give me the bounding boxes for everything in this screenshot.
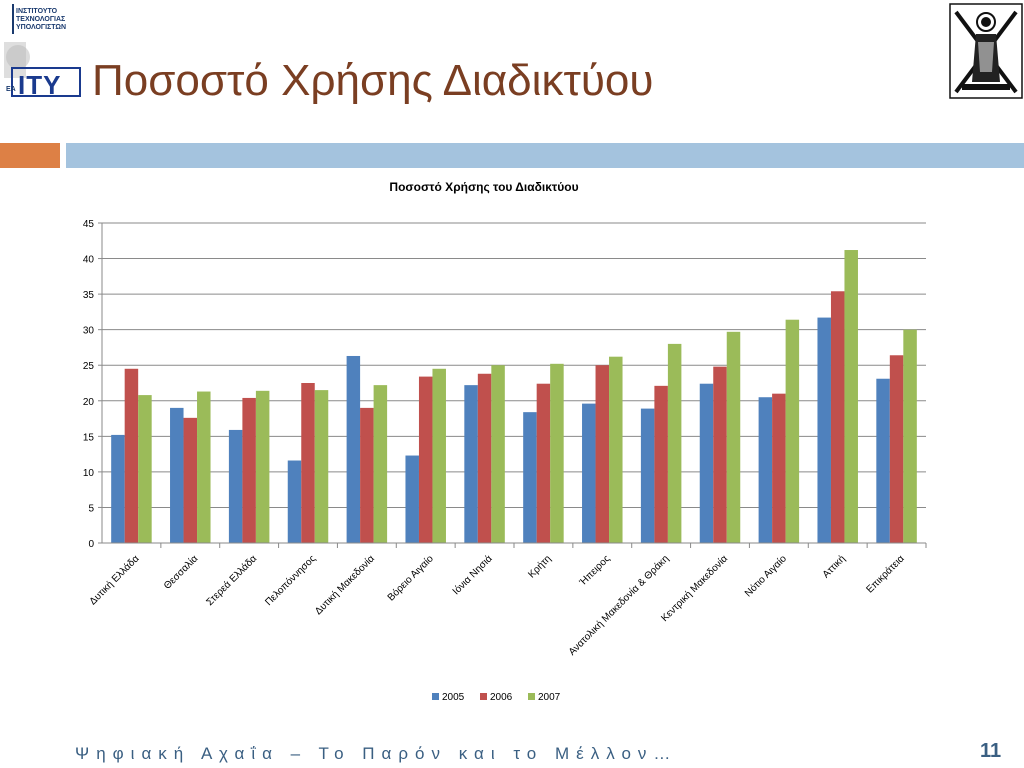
- logo-prefix: ΕΑ: [6, 86, 16, 93]
- bar-2007-2: [255, 390, 270, 543]
- bar-2006-9: [654, 385, 668, 543]
- chart-title: Ποσοστό Χρήσης του Διαδικτύου: [389, 180, 578, 194]
- bar-2006-3: [301, 383, 315, 543]
- bar-2005-1: [170, 407, 184, 543]
- slide-title: Ποσοστό Χρήσης Διαδικτύου: [92, 56, 654, 105]
- legend-swatch-2005: [432, 693, 439, 700]
- bar-2005-11: [758, 397, 773, 543]
- legend-swatch-2006: [480, 693, 487, 700]
- legend-label-2005: 2005: [442, 692, 465, 703]
- y-tick-label: 45: [83, 219, 95, 230]
- bar-2005-12: [817, 317, 831, 543]
- bar-2006-2: [242, 397, 256, 543]
- bar-2006-6: [477, 373, 492, 543]
- bar-2006-1: [183, 417, 198, 543]
- bar-2006-13: [889, 355, 904, 543]
- bar-2005-8: [582, 403, 596, 543]
- bar-2006-10: [713, 366, 727, 543]
- bar-2007-3: [314, 390, 329, 543]
- y-tick-label: 30: [83, 326, 95, 337]
- bar-2005-5: [405, 455, 419, 543]
- y-tick-label: 35: [83, 290, 95, 301]
- y-tick-label: 0: [88, 539, 94, 550]
- bar-2007-6: [491, 365, 505, 543]
- bar-2007-7: [550, 363, 564, 543]
- bar-2005-6: [464, 385, 478, 543]
- x-tick-label: Ήπειρος: [577, 553, 613, 589]
- bar-2005-3: [287, 460, 302, 543]
- x-tick-label: Στερεά Ελλάδα: [204, 552, 260, 608]
- x-tick-label: Κεντρική Μακεδονία: [659, 552, 731, 624]
- bar-2007-12: [844, 250, 858, 543]
- y-tick-label: 5: [88, 503, 94, 514]
- saint-seal-icon: [949, 3, 1023, 99]
- bar-2006-11: [772, 393, 786, 543]
- bar-2006-7: [536, 383, 551, 543]
- bar-2006-4: [360, 407, 374, 543]
- x-tick-label: Δυτική Μακεδονία: [312, 552, 377, 617]
- bar-2005-13: [876, 378, 890, 543]
- bar-2007-9: [667, 343, 682, 543]
- legend-label-2007: 2007: [538, 692, 561, 703]
- bar-2007-0: [138, 395, 152, 543]
- x-tick-label: Κρήτη: [526, 553, 554, 581]
- y-tick-label: 40: [83, 255, 95, 266]
- bar-2006-0: [124, 368, 139, 543]
- x-tick-label: Νότιο Αιγαίο: [742, 552, 789, 599]
- y-tick-label: 25: [83, 361, 95, 372]
- logo-ity-mark: ITY: [18, 70, 62, 100]
- x-tick-label: Ανατολική Μακεδονία & Θράκη: [566, 553, 671, 658]
- ity-logo: ΙΝΣΤΙΤΟΥΤΟ ΤΕΧΝΟΛΟΓΙΑΣ ΥΠΟΛΟΓΙΣΤΩΝ ITY Ε…: [4, 2, 82, 100]
- x-tick-label: Δυτική Ελλάδα: [87, 552, 142, 607]
- y-tick-label: 15: [83, 432, 95, 443]
- legend-swatch-2007: [528, 693, 535, 700]
- bar-2007-4: [373, 385, 388, 543]
- bar-2005-9: [640, 408, 655, 543]
- x-tick-label: Βόρειο Αιγαίο: [385, 552, 436, 603]
- bar-2005-7: [523, 412, 537, 543]
- accent-bar-orange: [0, 143, 60, 168]
- y-tick-label: 10: [83, 468, 95, 479]
- bar-2006-5: [418, 376, 433, 543]
- x-tick-label: Αττική: [820, 553, 848, 581]
- bar-2007-8: [609, 356, 623, 543]
- x-tick-label: Επικράτεια: [864, 552, 907, 595]
- bar-2006-12: [830, 291, 845, 543]
- slide-footer: Ψηφιακή Αχαΐα – Το Παρόν και το Μέλλον…: [75, 744, 678, 763]
- bar-2007-5: [432, 368, 446, 543]
- bar-2007-10: [726, 331, 741, 543]
- bar-2007-13: [903, 329, 917, 543]
- bar-2007-11: [785, 319, 800, 543]
- x-tick-label: Θεσσαλία: [161, 552, 200, 591]
- x-tick-label: Πελοπόννησος: [263, 553, 319, 609]
- y-tick-label: 20: [83, 397, 95, 408]
- internet-usage-chart: Ποσοστό Χρήσης του Διαδικτύου 0 5 10 15 20 25…: [83, 180, 927, 703]
- bar-2006-8: [595, 365, 610, 543]
- page-number: 11: [980, 740, 1002, 762]
- x-tick-label: Ιόνια Νησιά: [450, 552, 495, 597]
- bar-2005-2: [228, 429, 243, 543]
- legend-label-2006: 2006: [490, 692, 513, 703]
- bar-2005-4: [346, 355, 361, 543]
- logo-text: ΙΝΣΤΙΤΟΥΤΟ ΤΕΧΝΟΛΟΓΙΑΣ ΥΠΟΛΟΓΙΣΤΩΝ: [16, 8, 67, 31]
- bar-2005-0: [111, 434, 125, 543]
- accent-bar-blue: [66, 143, 1024, 168]
- bar-2007-1: [197, 391, 211, 543]
- bar-2005-10: [699, 383, 714, 543]
